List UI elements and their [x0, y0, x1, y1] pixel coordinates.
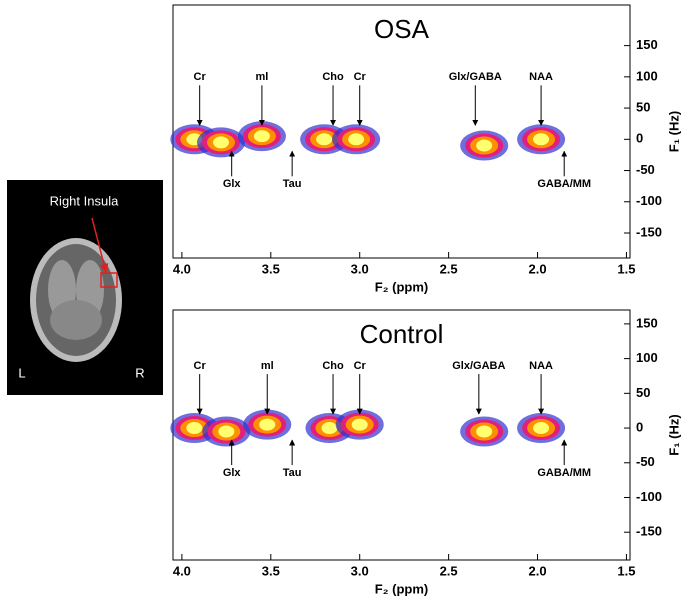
peak [170, 413, 219, 444]
y-tick-label: -100 [636, 193, 662, 208]
peak-contour [351, 418, 368, 431]
y-axis-label: F₁ (Hz) [666, 414, 681, 455]
peak [332, 124, 381, 155]
y-tick-label: -150 [636, 524, 662, 539]
y-tick-label: -50 [636, 454, 655, 469]
x-axis-label: F₂ (ppm) [375, 279, 428, 294]
peak-contour [218, 425, 235, 438]
x-tick-label: 1.5 [617, 563, 635, 578]
peak [517, 413, 566, 444]
annotation-label: Glx [223, 467, 242, 479]
annotation-label: GABA/MM [537, 178, 591, 190]
brain-image: Right Insula L R [7, 180, 163, 395]
y-axis-label: F₁ (Hz) [666, 111, 681, 152]
peak [517, 124, 566, 155]
peak [197, 127, 246, 158]
peak [335, 409, 384, 440]
left-label: L [18, 365, 25, 380]
annotation-label: Cr [354, 360, 367, 372]
y-tick-label: 100 [636, 68, 658, 83]
peak-contour [348, 133, 365, 146]
x-tick-label: 3.0 [351, 563, 369, 578]
annotation-label: GABA/MM [537, 467, 591, 479]
image-label: Right Insula [50, 193, 119, 208]
peak-contour [259, 418, 276, 431]
peak-contour [253, 130, 270, 143]
y-tick-label: -50 [636, 162, 655, 177]
x-tick-label: 3.5 [262, 563, 280, 578]
x-tick-label: 4.0 [173, 563, 191, 578]
peak [460, 416, 509, 447]
annotation-label: ml [261, 360, 274, 372]
y-tick-label: 150 [636, 315, 658, 330]
annotation-label: Cr [194, 71, 207, 83]
peak-contour [321, 422, 338, 435]
annotation-label: Tau [283, 178, 302, 190]
annotation-label: Glx [223, 178, 242, 190]
y-tick-label: 0 [636, 131, 643, 146]
y-tick-label: 0 [636, 419, 643, 434]
annotation-label: ml [255, 71, 268, 83]
annotation-label: NAA [529, 360, 553, 372]
y-tick-label: -150 [636, 224, 662, 239]
annotation-label: Tau [283, 467, 302, 479]
x-tick-label: 2.5 [440, 261, 458, 276]
y-tick-label: 50 [636, 100, 650, 115]
peak [460, 130, 509, 161]
chart-title: OSA [374, 14, 430, 44]
peak-contour [186, 422, 203, 435]
annotation-label: Glx/GABA [452, 360, 505, 372]
plot-frame [172, 4, 631, 259]
peak-contour [533, 422, 550, 435]
x-tick-label: 4.0 [173, 261, 191, 276]
annotation-label: Glx/GABA [449, 71, 502, 83]
x-axis-label: F₂ (ppm) [375, 581, 428, 596]
annotation-label: Cho [322, 360, 344, 372]
x-tick-label: 1.5 [617, 261, 635, 276]
peak [243, 409, 292, 440]
peak [237, 121, 286, 152]
peak-contour [476, 139, 493, 152]
peak-contour [316, 133, 333, 146]
annotation-label: Cr [354, 71, 367, 83]
plot-frame [172, 309, 631, 561]
y-tick-label: 150 [636, 37, 658, 52]
annotation-label: Cr [194, 360, 207, 372]
y-tick-label: 50 [636, 385, 650, 400]
y-tick-label: -100 [636, 489, 662, 504]
x-tick-label: 3.5 [262, 261, 280, 276]
x-tick-label: 2.0 [528, 563, 546, 578]
chart-title: Control [360, 319, 444, 349]
peak-contour [533, 133, 550, 146]
x-tick-label: 2.0 [528, 261, 546, 276]
peak-contour [213, 136, 230, 149]
right-label: R [135, 365, 144, 380]
x-tick-label: 3.0 [351, 261, 369, 276]
annotation-label: Cho [322, 71, 344, 83]
x-tick-label: 2.5 [440, 563, 458, 578]
annotation-label: NAA [529, 71, 553, 83]
y-tick-label: 100 [636, 350, 658, 365]
peak [202, 416, 251, 447]
peak-contour [476, 425, 493, 438]
